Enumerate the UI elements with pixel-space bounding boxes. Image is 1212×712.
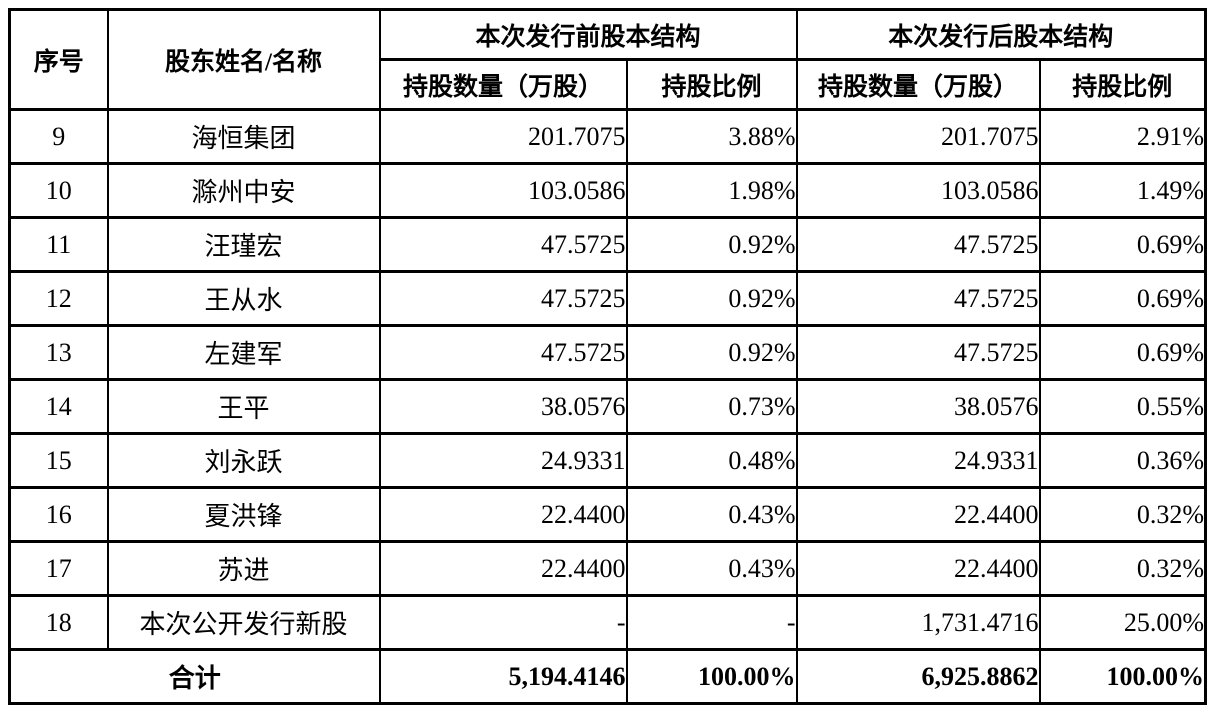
cell-pre-qty: 38.0576 <box>378 378 628 435</box>
cell-post-qty: 47.5725 <box>795 216 1041 273</box>
cell-pre-ratio: 0.92% <box>625 324 798 381</box>
table-row: 16 夏洪锋 22.4400 0.43% 22.4400 0.32% <box>8 486 1207 543</box>
cell-post-qty: 1,731.4716 <box>795 594 1041 651</box>
cell-shareholder: 海恒集团 <box>106 108 381 165</box>
header-pre-qty: 持股数量（万股） <box>378 58 628 111</box>
total-pre-qty: 5,194.4146 <box>378 648 628 705</box>
table-row: 10 滁州中安 103.0586 1.98% 103.0586 1.49% <box>8 162 1207 219</box>
header-seq: 序号 <box>8 8 109 111</box>
cell-post-qty: 47.5725 <box>795 324 1041 381</box>
cell-pre-qty: 201.7075 <box>378 108 628 165</box>
cell-shareholder: 滁州中安 <box>106 162 381 219</box>
total-post-qty: 6,925.8862 <box>795 648 1041 705</box>
table-row: 12 王从水 47.5725 0.92% 47.5725 0.69% <box>8 270 1207 327</box>
header-group-pre-issuance: 本次发行前股本结构 <box>378 8 798 61</box>
header-post-ratio: 持股比例 <box>1038 58 1207 111</box>
header-pre-ratio: 持股比例 <box>625 58 798 111</box>
cell-post-qty: 24.9331 <box>795 432 1041 489</box>
cell-post-ratio: 25.00% <box>1038 594 1207 651</box>
cell-post-ratio: 0.69% <box>1038 270 1207 327</box>
cell-shareholder: 刘永跃 <box>106 432 381 489</box>
cell-pre-ratio: - <box>625 594 798 651</box>
cell-seq: 16 <box>8 486 109 543</box>
table-row: 17 苏进 22.4400 0.43% 22.4400 0.32% <box>8 540 1207 597</box>
cell-seq: 14 <box>8 378 109 435</box>
table-row: 15 刘永跃 24.9331 0.48% 24.9331 0.36% <box>8 432 1207 489</box>
cell-post-ratio: 0.32% <box>1038 486 1207 543</box>
header-row-groups: 序号 股东姓名/名称 本次发行前股本结构 本次发行后股本结构 <box>8 8 1207 111</box>
cell-seq: 13 <box>8 324 109 381</box>
cell-seq: 17 <box>8 540 109 597</box>
cell-post-ratio: 0.69% <box>1038 324 1207 381</box>
cell-pre-ratio: 0.43% <box>625 486 798 543</box>
cell-pre-ratio: 0.92% <box>625 216 798 273</box>
cell-shareholder: 汪瑾宏 <box>106 216 381 273</box>
cell-pre-qty: - <box>378 594 628 651</box>
table-row: 14 王平 38.0576 0.73% 38.0576 0.55% <box>8 378 1207 435</box>
cell-pre-ratio: 0.48% <box>625 432 798 489</box>
table-row: 13 左建军 47.5725 0.92% 47.5725 0.69% <box>8 324 1207 381</box>
cell-seq: 12 <box>8 270 109 327</box>
cell-post-qty: 201.7075 <box>795 108 1041 165</box>
cell-pre-qty: 22.4400 <box>378 486 628 543</box>
cell-post-qty: 103.0586 <box>795 162 1041 219</box>
table-row: 11 汪瑾宏 47.5725 0.92% 47.5725 0.69% <box>8 216 1207 273</box>
cell-shareholder: 本次公开发行新股 <box>106 594 381 651</box>
cell-post-qty: 47.5725 <box>795 270 1041 327</box>
table-row: 18 本次公开发行新股 - - 1,731.4716 25.00% <box>8 594 1207 651</box>
header-shareholder-name: 股东姓名/名称 <box>106 8 381 111</box>
cell-post-ratio: 0.55% <box>1038 378 1207 435</box>
cell-pre-qty: 47.5725 <box>378 324 628 381</box>
cell-post-qty: 22.4400 <box>795 540 1041 597</box>
cell-shareholder: 苏进 <box>106 540 381 597</box>
cell-post-ratio: 2.91% <box>1038 108 1207 165</box>
cell-pre-ratio: 0.43% <box>625 540 798 597</box>
cell-pre-ratio: 0.73% <box>625 378 798 435</box>
cell-shareholder: 夏洪锋 <box>106 486 381 543</box>
total-pre-ratio: 100.00% <box>625 648 798 705</box>
share-structure-table: 序号 股东姓名/名称 本次发行前股本结构 本次发行后股本结构 持股数量（万股） … <box>8 8 1208 705</box>
cell-pre-ratio: 0.92% <box>625 270 798 327</box>
cell-post-ratio: 0.36% <box>1038 432 1207 489</box>
cell-post-qty: 22.4400 <box>795 486 1041 543</box>
cell-pre-qty: 47.5725 <box>378 216 628 273</box>
cell-pre-ratio: 3.88% <box>625 108 798 165</box>
cell-post-ratio: 0.32% <box>1038 540 1207 597</box>
cell-pre-qty: 103.0586 <box>378 162 628 219</box>
cell-post-ratio: 0.69% <box>1038 216 1207 273</box>
total-label: 合计 <box>8 648 381 705</box>
cell-shareholder: 王从水 <box>106 270 381 327</box>
cell-shareholder: 王平 <box>106 378 381 435</box>
cell-seq: 10 <box>8 162 109 219</box>
table-row: 9 海恒集团 201.7075 3.88% 201.7075 2.91% <box>8 108 1207 165</box>
cell-pre-ratio: 1.98% <box>625 162 798 219</box>
cell-post-ratio: 1.49% <box>1038 162 1207 219</box>
header-row-subcolumns: 持股数量（万股） 持股比例 持股数量（万股） 持股比例 <box>10 58 1207 111</box>
cell-seq: 9 <box>8 108 109 165</box>
cell-seq: 18 <box>8 594 109 651</box>
total-post-ratio: 100.00% <box>1038 648 1207 705</box>
cell-pre-qty: 24.9331 <box>378 432 628 489</box>
cell-seq: 11 <box>8 216 109 273</box>
cell-seq: 15 <box>8 432 109 489</box>
header-group-post-issuance: 本次发行后股本结构 <box>795 8 1207 61</box>
total-row: 合计 5,194.4146 100.00% 6,925.8862 100.00% <box>8 648 1207 705</box>
cell-pre-qty: 22.4400 <box>378 540 628 597</box>
cell-post-qty: 38.0576 <box>795 378 1041 435</box>
header-post-qty: 持股数量（万股） <box>795 58 1041 111</box>
cell-shareholder: 左建军 <box>106 324 381 381</box>
cell-pre-qty: 47.5725 <box>378 270 628 327</box>
